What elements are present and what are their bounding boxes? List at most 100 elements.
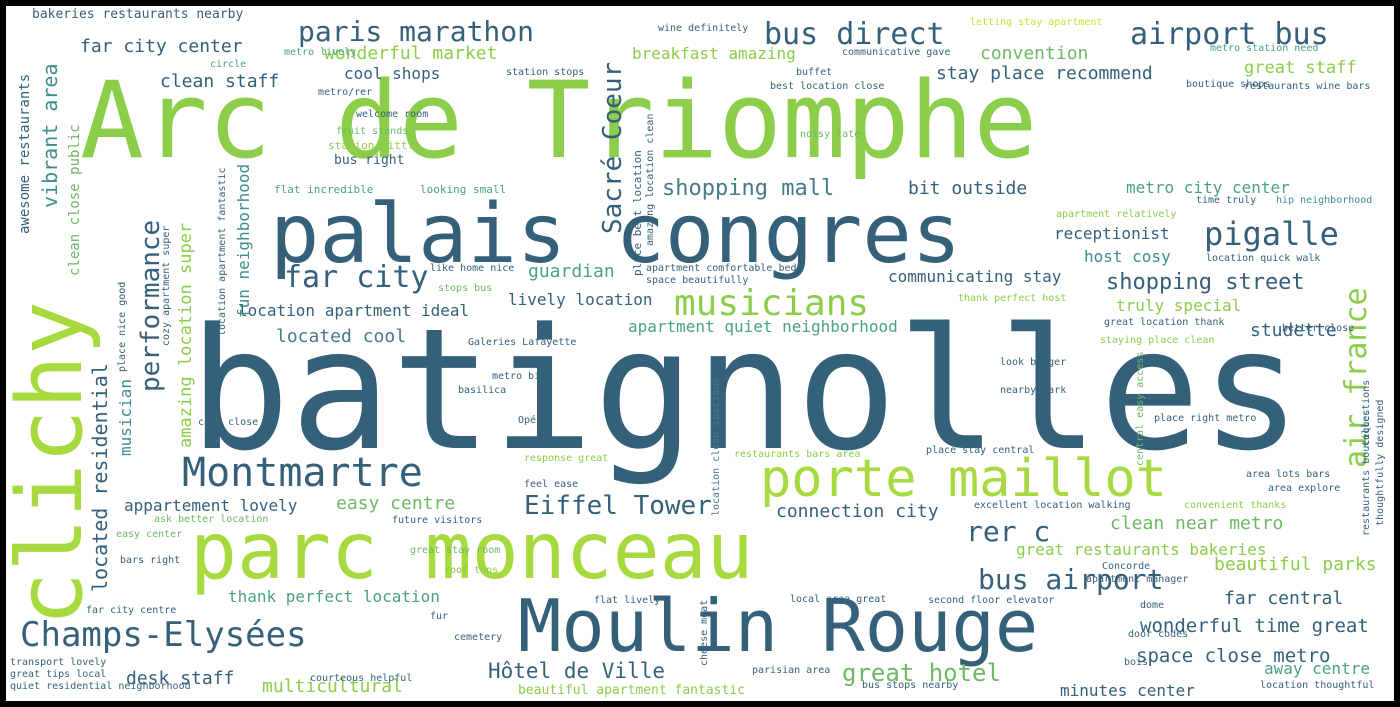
cloud-word: time truly (1196, 195, 1257, 206)
cloud-word: clean staff (160, 71, 280, 92)
cloud-word: apartment quiet neighborhood (628, 317, 898, 336)
cloud-word: desk staff (126, 668, 235, 689)
cloud-word: breakfast amazing (632, 44, 796, 63)
cloud-word: station little (328, 139, 421, 152)
cloud-word: calm close (198, 417, 259, 428)
cloud-word: space close metro (1136, 645, 1331, 667)
cloud-word: second floor elevator (928, 595, 1055, 606)
cloud-word: circle (210, 59, 247, 70)
cloud-word: restaurants bars area (734, 449, 861, 460)
cloud-word: thank perfect host (958, 293, 1067, 304)
cloud-word: location apartment fantastic (217, 167, 228, 336)
cloud-word: Sacré Coeur (598, 61, 628, 234)
cloud-word: multicultural (262, 676, 403, 697)
cloud-word: great staff (1244, 58, 1357, 78)
cloud-word: porte maillot (760, 449, 1167, 509)
cloud-word: fun neighborhood (234, 163, 253, 318)
cloud-word: hip neighborhood (1276, 195, 1373, 206)
cloud-word: Opéra (518, 415, 549, 426)
cloud-word: future visitors (392, 515, 483, 526)
cloud-word: far city centre (86, 605, 177, 616)
cloud-word: awesome restaurants (17, 73, 33, 234)
cloud-word: communicating stay (888, 267, 1062, 286)
cloud-word: basilica (458, 385, 507, 396)
cloud-word: metro city center (1126, 178, 1290, 197)
cloud-word: cemetery (454, 632, 503, 643)
cloud-word: cozy apartment super (161, 225, 172, 346)
cloud-word: easy center (116, 529, 183, 540)
cloud-word: letting stay apartment (970, 17, 1103, 28)
cloud-word: metro/rer (318, 87, 373, 98)
cloud-word: clean close public (67, 124, 83, 276)
cloud-word: minutes center (1060, 681, 1195, 700)
cloud-word: host cosy (1084, 247, 1171, 266)
cloud-word: apartment manager (1086, 574, 1189, 585)
cloud-word: flat lively (594, 595, 661, 606)
cloud-word: great hotel (842, 659, 1001, 687)
cloud-word: central easy access (1135, 351, 1146, 466)
cloud-word: far city (284, 260, 429, 295)
cloud-word: best location close (770, 81, 885, 92)
cloud-word: flat incredible (274, 183, 374, 196)
cloud-word: lively location (508, 290, 653, 309)
cloud-word: appartement lovely (124, 496, 298, 515)
cloud-word: amazing location clean (645, 113, 656, 246)
cloud-word: clean near metro (1110, 513, 1284, 534)
cloud-word: convenient thanks (1184, 500, 1287, 511)
cloud-word: guardian (528, 261, 615, 282)
cloud-word: boutique shops (1186, 79, 1271, 90)
cloud-word: welcome room (356, 109, 429, 120)
cloud-word: nearby park (1000, 385, 1067, 396)
cloud-word: vibrant area (38, 63, 62, 209)
cloud-word: located cool (276, 326, 407, 347)
cloud-word: door codes (1128, 629, 1189, 640)
cloud-word: response great (524, 453, 609, 464)
cloud-word: Hôtel de Ville (488, 659, 666, 683)
cloud-word: fur (430, 611, 449, 622)
cloud-word: musicians (674, 283, 870, 324)
cloud-word: bus right (334, 153, 405, 168)
cloud-word: beautiful parks (1214, 554, 1377, 575)
cloud-word: Champs-Elysées (20, 615, 307, 655)
cloud-word: apartment relatively (1056, 209, 1177, 220)
cloud-word: look bigger (1000, 357, 1067, 368)
word-cloud: batignolles Arc de Triomphe palais congr… (6, 6, 1394, 701)
cloud-word: courteous helpful (310, 673, 413, 684)
cloud-word: bus direct (764, 17, 945, 52)
cloud-word: parisian area (752, 665, 831, 676)
cloud-word: Galeries Lafayette (468, 337, 577, 348)
cloud-word: far central (1224, 588, 1344, 609)
cloud-word: looking small (420, 183, 507, 196)
cloud-word: cheese meat (699, 599, 710, 666)
cloud-word: located residential (88, 363, 112, 592)
cloud-word: bus stops nearby (862, 680, 959, 691)
cloud-word: batignolles (189, 292, 1302, 488)
cloud-word: parc monceau (190, 507, 754, 597)
cloud-word: ask better location (154, 514, 269, 525)
cloud-word: location clean spacious (711, 377, 722, 516)
cloud-word: location thoughtful (1260, 680, 1375, 691)
cloud-word: station stops (506, 67, 585, 78)
cloud-word: area lots bars (1246, 469, 1331, 480)
cloud-word: staying place clean (1100, 335, 1215, 346)
cloud-word: far city center (80, 36, 243, 57)
cloud-word: apartment comfortable beds (646, 263, 803, 274)
cloud-word: musician (116, 378, 135, 456)
cloud-word: metro big (492, 371, 547, 382)
cloud-word: metro lively (284, 47, 357, 58)
cloud-word: location quick walk (1206, 253, 1321, 264)
cloud-word: place right metro (1154, 413, 1257, 424)
cloud-word: connection city (776, 501, 939, 522)
cloud-word: quiet residential neighborhood (10, 681, 191, 692)
cloud-word: receptionist (1054, 224, 1170, 243)
cloud-word: metro station need (1210, 43, 1319, 54)
cloud-word: Montmartre (182, 450, 423, 496)
cloud-word: fruit stands (336, 126, 409, 137)
cloud-word: place stay central (926, 445, 1035, 456)
cloud-word: location apartment ideal (238, 301, 470, 320)
cloud-word: great tips local (10, 669, 107, 680)
cloud-word: great location thank (1104, 317, 1225, 328)
cloud-word: convention (980, 43, 1089, 64)
cloud-word: noisy late (800, 129, 861, 140)
cloud-word: rer c (966, 515, 1051, 548)
